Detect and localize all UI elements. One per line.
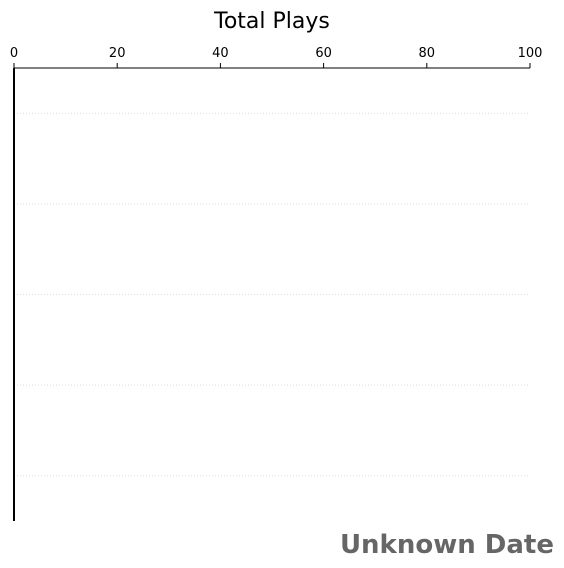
date-label: Unknown Date (340, 530, 554, 560)
x-tick-label: 20 (109, 46, 126, 61)
x-tick-label: 60 (315, 46, 332, 61)
x-tick-label: 80 (419, 46, 436, 61)
chart-title: Total Plays (213, 9, 330, 34)
x-tick-label: 0 (10, 46, 18, 61)
x-tick-label: 40 (212, 46, 229, 61)
gridlines (14, 112, 530, 477)
x-tick-label: 100 (518, 46, 543, 61)
x-axis: 0 20 40 60 80 100 (10, 46, 543, 69)
